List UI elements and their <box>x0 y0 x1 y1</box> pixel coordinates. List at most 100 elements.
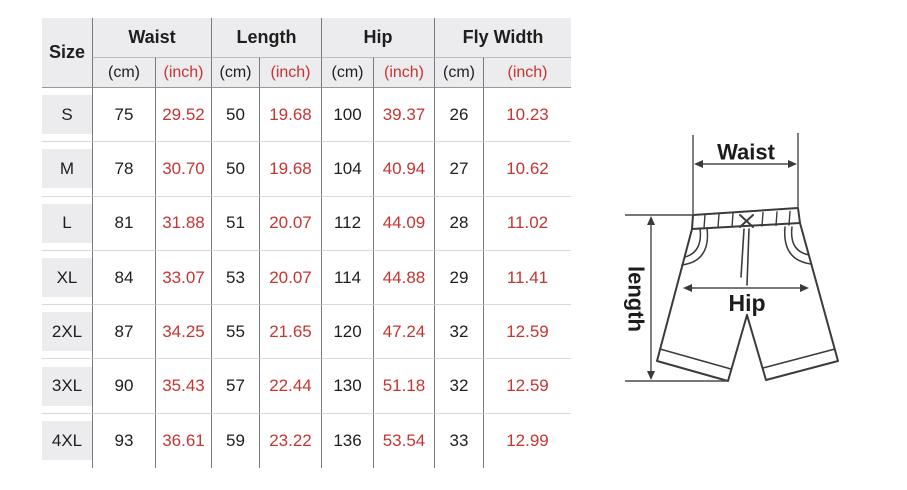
fly-inch-value: 12.59 <box>483 359 571 414</box>
hip-inch-value: 51.18 <box>373 359 434 414</box>
group-header-length: Length <box>211 18 321 57</box>
dimension-arrowheads <box>647 160 809 380</box>
group-header-fly-width: Fly Width <box>434 18 571 57</box>
length-inch-value: 22.44 <box>259 359 321 414</box>
waist-cm-value: 75 <box>92 88 155 143</box>
hip-inch-value: 40.94 <box>373 142 434 197</box>
waist-inch-value: 30.70 <box>155 142 211 197</box>
length-inch-value: 21.65 <box>259 305 321 360</box>
group-header-hip: Hip <box>321 18 434 57</box>
size-badge: 4XL <box>42 421 92 461</box>
waist-arrow-right <box>788 160 797 168</box>
hip-label: Hip <box>728 290 765 316</box>
group-header-waist: Waist <box>92 18 211 57</box>
hip-cm-value: 120 <box>321 305 373 360</box>
length-cm-value: 57 <box>211 359 259 414</box>
left-pocket-curve <box>681 227 709 266</box>
waistband <box>691 207 801 230</box>
dimension-lines <box>625 133 801 382</box>
waist-cm-value: 93 <box>92 413 155 469</box>
hip-cm-value: 104 <box>321 142 373 197</box>
fly-cm-value: 33 <box>434 413 483 469</box>
fly-inch-value: 10.62 <box>483 142 571 197</box>
hip-cm-value: 130 <box>321 359 373 414</box>
drawstring-knot <box>739 214 754 228</box>
length-cm-value: 53 <box>211 250 259 306</box>
length-cm-value: 51 <box>211 196 259 251</box>
waist-cm-value: 81 <box>92 196 155 251</box>
left-cuff-line <box>659 348 732 370</box>
length-cm-value: 59 <box>211 413 259 469</box>
drawstring-ends <box>740 228 750 286</box>
waist-inch-value: 36.61 <box>155 413 211 469</box>
length-inch-value: 20.07 <box>259 250 321 306</box>
waist-inch-value: 29.52 <box>155 88 211 143</box>
fly-cm-value: 26 <box>434 88 483 143</box>
length-cm-unit: (cm) <box>211 57 259 88</box>
fly-cm-value: 32 <box>434 305 483 360</box>
waist-inch-value: 33.07 <box>155 250 211 306</box>
hip-inch-value: 53.54 <box>373 413 434 469</box>
waist-inch-value: 35.43 <box>155 359 211 414</box>
waist-extension-lines <box>692 133 799 215</box>
fly-inch-value: 10.23 <box>483 88 571 143</box>
length-arrow-up <box>647 216 655 225</box>
shorts-outline <box>656 207 839 382</box>
length-extension-lines <box>625 214 729 382</box>
hip-arrow-left <box>683 284 692 292</box>
table-row-size-label: M <box>42 142 92 197</box>
length-cm-value: 50 <box>211 88 259 143</box>
waist-inch-value: 34.25 <box>155 305 211 360</box>
waistband-stitch-ticks <box>703 210 791 229</box>
fly-inch-value: 11.02 <box>483 196 571 251</box>
table-row-size-label: XL <box>42 250 92 306</box>
shorts-measurement-diagram: Waist length Hip <box>624 133 839 382</box>
hip-inch-value: 44.09 <box>373 196 434 251</box>
waist-label: Waist <box>717 140 776 165</box>
length-label: length <box>624 266 649 332</box>
hip-cm-unit: (cm) <box>321 57 373 88</box>
waist-arrow-left <box>694 160 703 168</box>
hip-inch-value: 44.88 <box>373 250 434 306</box>
right-cuff-line <box>762 348 836 369</box>
table-row-size-label: L <box>42 196 92 251</box>
size-badge: L <box>42 203 92 243</box>
fly-inch-value: 11.41 <box>483 250 571 306</box>
size-badge: 3XL <box>42 366 92 406</box>
hip-inch-value: 39.37 <box>373 88 434 143</box>
size-badge: M <box>42 149 92 189</box>
waist-cm-value: 78 <box>92 142 155 197</box>
hip-inch-unit: (inch) <box>373 57 434 88</box>
table-row-size-label: 3XL <box>42 359 92 414</box>
waist-cm-value: 90 <box>92 359 155 414</box>
length-inch-unit: (inch) <box>259 57 321 88</box>
size-badge: XL <box>42 258 92 298</box>
left-leg-outline <box>656 228 748 382</box>
fly-cm-value: 27 <box>434 142 483 197</box>
waist-cm-unit: (cm) <box>92 57 155 88</box>
size-badge: S <box>42 95 92 135</box>
table-row-size-label: 2XL <box>42 305 92 360</box>
size-column-header: Size <box>42 18 92 88</box>
length-cm-value: 50 <box>211 142 259 197</box>
hip-arrow-right <box>800 284 809 292</box>
hip-cm-value: 100 <box>321 88 373 143</box>
fly-inch-value: 12.99 <box>483 413 571 469</box>
fly-inch-value: 12.59 <box>483 305 571 360</box>
fly-cm-value: 28 <box>434 196 483 251</box>
hip-cm-value: 114 <box>321 250 373 306</box>
size-table: Size Waist Length Hip Fly Width (cm) (in… <box>42 18 571 469</box>
fly-cm-unit: (cm) <box>434 57 483 88</box>
table-row-size-label: S <box>42 88 92 143</box>
length-cm-value: 55 <box>211 305 259 360</box>
right-pocket-curve <box>784 226 812 265</box>
hip-cm-value: 136 <box>321 413 373 469</box>
fly-cm-value: 29 <box>434 250 483 306</box>
waist-inch-unit: (inch) <box>155 57 211 88</box>
fly-inch-unit: (inch) <box>483 57 571 88</box>
right-leg-outline <box>746 222 839 381</box>
waist-inch-value: 31.88 <box>155 196 211 251</box>
length-arrow-down <box>647 371 655 380</box>
length-inch-value: 20.07 <box>259 196 321 251</box>
length-inch-value: 19.68 <box>259 142 321 197</box>
